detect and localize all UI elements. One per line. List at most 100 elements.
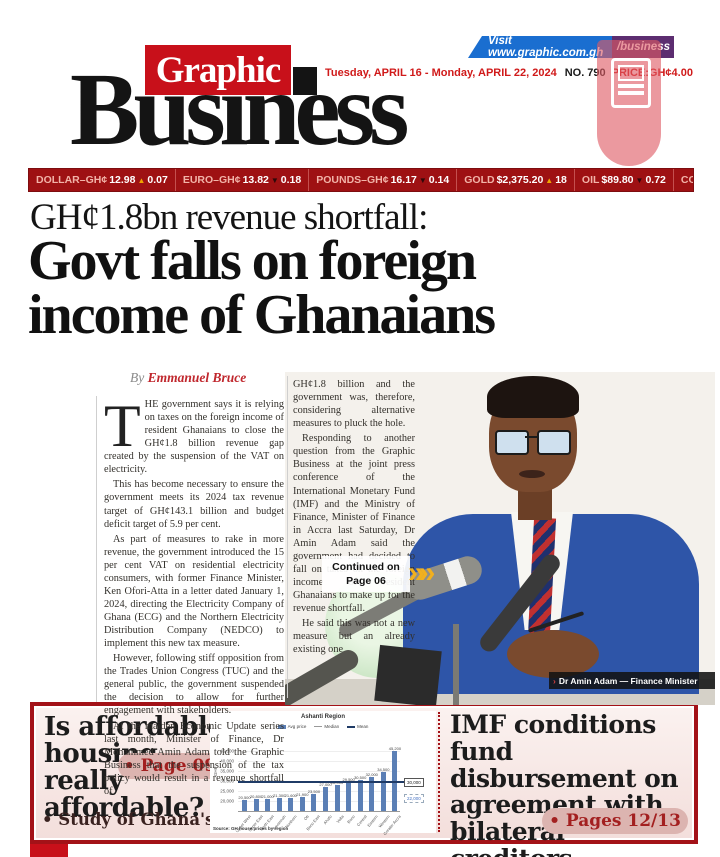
bar-value-label: 21,600 <box>284 792 297 798</box>
gridline <box>238 801 400 802</box>
bar-value-label: 29,500 <box>342 777 355 782</box>
ticker-item: COCOA$10,681▲982 <box>680 174 693 186</box>
ticker-item: EURO–GH¢ 13.82 ▼ 0.18 <box>176 169 310 191</box>
logo-square-mark <box>293 67 317 95</box>
legend-item: Mean <box>347 724 368 729</box>
down-arrow-icon: ▼ <box>635 175 644 185</box>
ticker-item: DOLLAR–GH¢ 12.98 ▲ 0.07 <box>29 169 176 191</box>
column-rule-mid <box>287 376 288 698</box>
bar <box>299 797 305 811</box>
median-annotation: 22,000 <box>404 794 424 803</box>
x-axis <box>238 811 400 812</box>
ticker-item: GOLD $2,375.20 ▲ 18 <box>457 169 575 191</box>
article-paragraph: He said this was not a new measure but a… <box>293 618 415 656</box>
legend-item: Median <box>314 724 339 729</box>
edition-dates: Tuesday, APRIL 16 - Monday, APRIL 22, 20… <box>325 67 557 79</box>
bar-value-label: 21,000 <box>261 794 274 799</box>
y-tick-label: 35,000 <box>220 768 234 774</box>
epaper-badge <box>597 40 661 166</box>
teaser-right-title: IMF conditions fund disbursement on agre… <box>450 710 679 857</box>
column-rule-left <box>96 396 97 702</box>
bar <box>357 780 363 811</box>
bar <box>334 785 340 811</box>
article-paragraph: As part of measures to rake in more reve… <box>104 533 284 650</box>
issue-number: NO. 790 <box>564 67 606 79</box>
mean-annotation: 30,000 <box>404 778 424 787</box>
bar-value-label: 45,200 <box>388 745 402 751</box>
hair <box>487 376 579 418</box>
caption-text: Dr Amin Adam — Finance Minister <box>558 675 698 686</box>
page-09-badge: • Page 09 <box>118 753 222 779</box>
down-arrow-icon: ▼ <box>270 175 279 185</box>
region-bar-chart: Ashanti Region Avg price Median Mean 20,000 2… <box>210 711 436 836</box>
chart-source-note: Source: GH house prices by region <box>213 826 289 831</box>
mouth <box>519 470 545 478</box>
mean-line <box>238 781 404 783</box>
bottom-teaser-strip: Is affordable housing really affordable?… <box>30 702 698 857</box>
caption-arrow-icon: › <box>553 675 556 686</box>
bar <box>276 798 282 811</box>
graphic-logo: Graphic <box>145 45 291 95</box>
bar-value-label: 23,500 <box>307 789 321 794</box>
bar <box>253 799 259 811</box>
glasses-right-lens <box>537 430 571 455</box>
article-column-2: GH¢1.8 billion and the government was, t… <box>293 378 415 658</box>
article-paragraph: T HE government says it is relying on tax… <box>104 393 284 476</box>
bar <box>392 750 398 811</box>
hands <box>507 630 599 678</box>
article-paragraph: However, following stiff opposition from… <box>104 653 284 717</box>
y-tick-label: 45,000 <box>220 748 234 754</box>
gridline <box>238 761 400 762</box>
up-arrow-icon: ▲ <box>137 175 146 185</box>
bar <box>380 772 386 811</box>
newspaper-icon <box>611 58 651 108</box>
bar-value-label: 20,800 <box>249 794 263 800</box>
bar-value-label: 21,900 <box>296 792 309 798</box>
bar-value-label: 21,300 <box>273 793 286 799</box>
bar <box>288 797 294 811</box>
pages-12-13-badge: • Pages 12/13 <box>542 808 688 834</box>
gridline <box>238 771 400 772</box>
bar-value-label: 32,000 <box>365 772 378 777</box>
glasses-bridge <box>525 436 539 438</box>
red-corner-tab <box>30 844 68 857</box>
teaser-left-title: Is affordable housing really affordable? <box>44 712 224 824</box>
bar-value-label: 20,500 <box>238 795 251 800</box>
article-paragraph: At the maiden Economic Update series las… <box>104 720 284 797</box>
bar-value-label: 34,500 <box>377 767 390 772</box>
bar-value-label: 30,500 <box>354 775 367 780</box>
y-tick-label: 25,000 <box>220 788 234 794</box>
article-column-1: T HE government says it is relying on tax… <box>104 393 284 800</box>
y-tick-label: 30,000 <box>220 778 234 784</box>
headline-kicker: GH¢1.8bn revenue shortfall: <box>30 197 428 238</box>
bar <box>311 794 317 811</box>
author-name: Emmanuel Bruce <box>147 370 247 385</box>
down-arrow-icon: ▼ <box>418 175 427 185</box>
byline: By Emmanuel Bruce <box>130 370 247 385</box>
chart-panel: Ashanti Region Avg price Median Mean 20,000 2… <box>210 711 436 836</box>
bar <box>346 782 352 811</box>
bar <box>265 799 271 811</box>
chevron-right-icon: »» <box>408 556 435 589</box>
gridline <box>238 791 400 792</box>
dotted-divider <box>438 712 440 832</box>
y-tick-label: 20,000 <box>220 798 234 804</box>
chart-legend: Avg price Median Mean <box>210 724 436 729</box>
photo-caption: › Dr Amin Adam — Finance Minister <box>549 672 715 689</box>
continued-on-note: Continued on Page 06 <box>322 556 410 593</box>
ticker-item: POUNDS–GH¢ 16.17 ▼ 0.14 <box>309 169 458 191</box>
banner-url: Visit www.graphic.com.gh <box>488 35 604 59</box>
y-tick-label: 40,000 <box>220 758 234 764</box>
main-headline: Govt falls on foreign income of Ghanaian… <box>28 230 496 347</box>
gridline <box>238 751 400 752</box>
bar-value-label: 27,000 <box>319 782 332 787</box>
drop-cap: T <box>104 393 141 459</box>
chart-title: Ashanti Region <box>300 714 345 720</box>
market-ticker: DOLLAR–GH¢ 12.98 ▲ 0.07 EURO–GH¢ 13.82 ▼ 0.18 PO… <box>28 168 694 192</box>
mic-stand <box>453 624 459 705</box>
legend-item: Avg price <box>277 724 306 729</box>
glasses-left-lens <box>495 430 529 455</box>
up-arrow-icon: ▲ <box>545 175 554 185</box>
minister-photo: › Dr Amin Adam — Finance Minister <box>285 372 715 705</box>
